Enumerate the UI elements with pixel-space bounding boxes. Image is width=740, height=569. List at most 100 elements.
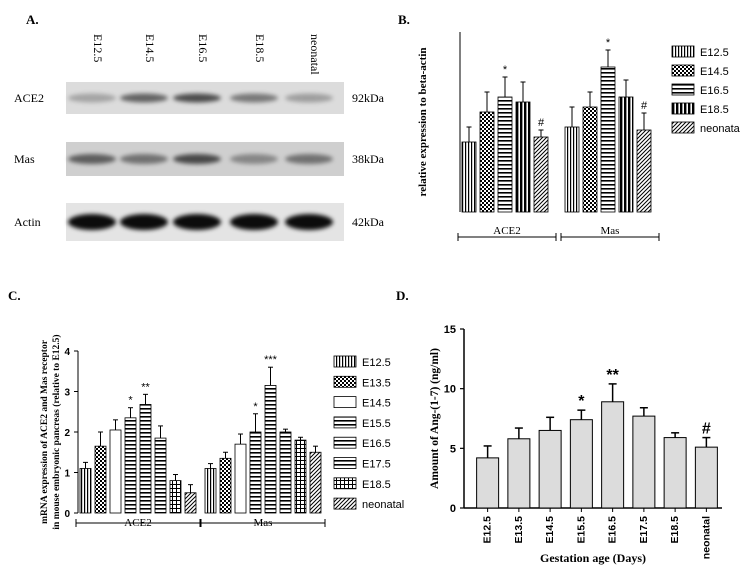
x-tick-label: E14.5 — [544, 516, 556, 544]
bar-mas-neonatal — [636, 129, 652, 213]
y-axis-label: relative expression to beta-actin — [417, 48, 429, 197]
significance-marker: * — [253, 401, 258, 413]
y-tick-label: 3 — [64, 388, 70, 399]
blot-band — [68, 214, 116, 230]
legend-swatch — [333, 355, 357, 368]
bar-mas-neonatal — [309, 451, 322, 514]
bar-mas-e14-5 — [234, 443, 247, 514]
bar-ace2-e13-5 — [94, 445, 107, 514]
legend-entry: E12.5 — [362, 357, 391, 369]
bar-ace2-e17-5 — [154, 437, 167, 514]
blot-band — [173, 93, 221, 103]
lane-label: E14.5 — [143, 34, 157, 62]
panel-b-label: B. — [398, 12, 410, 27]
blot-size-label: 38kDa — [352, 152, 385, 166]
blot-band — [120, 214, 168, 230]
bar-mas-e16-5 — [600, 66, 616, 213]
bar-mas-e15-5 — [249, 431, 262, 514]
significance-marker: *** — [264, 354, 278, 366]
legend-entry: neonatal — [362, 499, 404, 511]
y-axis-label: mRNA expression of ACE2 and Mas receptor… — [40, 334, 62, 529]
blot-band — [68, 93, 116, 103]
western-blot-panel: E12.5 E14.5 E16.5 E18.5 neonatal ACE2 92kDa Ma… — [14, 34, 385, 241]
legend-entry: E18.5 — [700, 104, 729, 116]
legend-swatch — [333, 375, 357, 388]
bar-neonatal — [694, 446, 718, 509]
significance-marker: # — [641, 100, 648, 112]
significance-marker: ** — [141, 381, 150, 393]
bar-mas-e18-5 — [618, 96, 634, 213]
panel-c-label: C. — [8, 288, 21, 303]
x-tick-label: E12.5 — [482, 516, 494, 544]
bar-ace2-e16-5 — [139, 404, 152, 514]
blot-band — [173, 214, 221, 230]
legend-swatch — [671, 45, 695, 58]
y-tick-label: 0 — [450, 503, 456, 515]
significance-marker: * — [128, 395, 133, 407]
legend-entry: E18.5 — [362, 479, 391, 491]
legend-entry: E12.5 — [700, 47, 729, 59]
significance-marker: # — [702, 421, 711, 438]
bar-ace2-e12-5 — [79, 468, 92, 514]
blot-band — [120, 93, 168, 103]
y-tick-label: 15 — [444, 324, 456, 336]
x-tick-label: E15.5 — [575, 516, 587, 544]
legend-swatch — [333, 477, 357, 490]
legend-swatch — [333, 396, 357, 409]
blot-band — [285, 154, 333, 164]
x-axis-label: Gestation age (Days) — [540, 551, 646, 565]
x-tick-label: neonatal — [700, 516, 712, 559]
bar-mas-e18-5 — [294, 439, 307, 514]
legend-swatch — [671, 83, 695, 96]
legend-swatch — [671, 64, 695, 77]
significance-marker: * — [606, 37, 611, 49]
x-tick-label: E13.5 — [513, 516, 525, 544]
bar-e14-5 — [538, 429, 562, 509]
y-tick-label: 2 — [64, 428, 70, 439]
y-tick-label: 10 — [444, 384, 456, 396]
bar-ace2-neonatal — [184, 492, 197, 514]
blot-band — [285, 93, 333, 103]
x-tick-label: E16.5 — [607, 516, 619, 544]
legend-swatch — [671, 121, 695, 134]
panel-d-label: D. — [396, 288, 409, 303]
bar-ace2-e18-5 — [515, 101, 531, 213]
blot-band — [68, 154, 116, 164]
bar-e16-5 — [601, 401, 625, 509]
y-tick-label: 5 — [450, 443, 456, 455]
legend-entry: E14.5 — [700, 66, 729, 78]
legend-entry: neonatal — [700, 123, 740, 135]
significance-marker: ** — [606, 367, 619, 384]
legend-entry: E13.5 — [362, 377, 391, 389]
blot-band — [120, 154, 168, 164]
legend-swatch — [333, 416, 357, 429]
y-tick-label: 0 — [64, 509, 70, 520]
bar-ace2-e14-5 — [479, 111, 495, 213]
legend-swatch — [333, 457, 357, 469]
ang-amount-chart: 0 5 10 15 E12.5 E13.5 E14.5 E15.5 E16.5 E17.5 E18.… — [429, 324, 722, 565]
blot-protein-label: Actin — [14, 215, 41, 229]
legend-entry: E16.5 — [700, 85, 729, 97]
legend-swatch — [333, 436, 357, 449]
legend-entry: E14.5 — [362, 398, 391, 410]
legend-entry: E15.5 — [362, 418, 391, 430]
legend-swatch — [671, 102, 695, 115]
lane-label: E12.5 — [91, 34, 105, 62]
bar-e17-5 — [632, 415, 656, 509]
bar-ace2-e18-5 — [169, 480, 182, 514]
blot-band — [285, 214, 333, 230]
blot-band — [230, 214, 278, 230]
bar-mas-e13-5 — [219, 457, 232, 514]
bar-mas-e12-5 — [564, 126, 580, 213]
blot-band — [173, 154, 221, 164]
blot-band — [230, 93, 278, 103]
blot-protein-label: ACE2 — [14, 91, 44, 105]
category-label: Mas — [601, 225, 620, 237]
bar-ace2-e12-5 — [461, 141, 477, 213]
bar-ace2-neonatal — [533, 136, 549, 213]
bar-mas-e17-5 — [279, 431, 292, 514]
bar-e18-5 — [663, 437, 687, 509]
lane-label: E18.5 — [253, 34, 267, 62]
